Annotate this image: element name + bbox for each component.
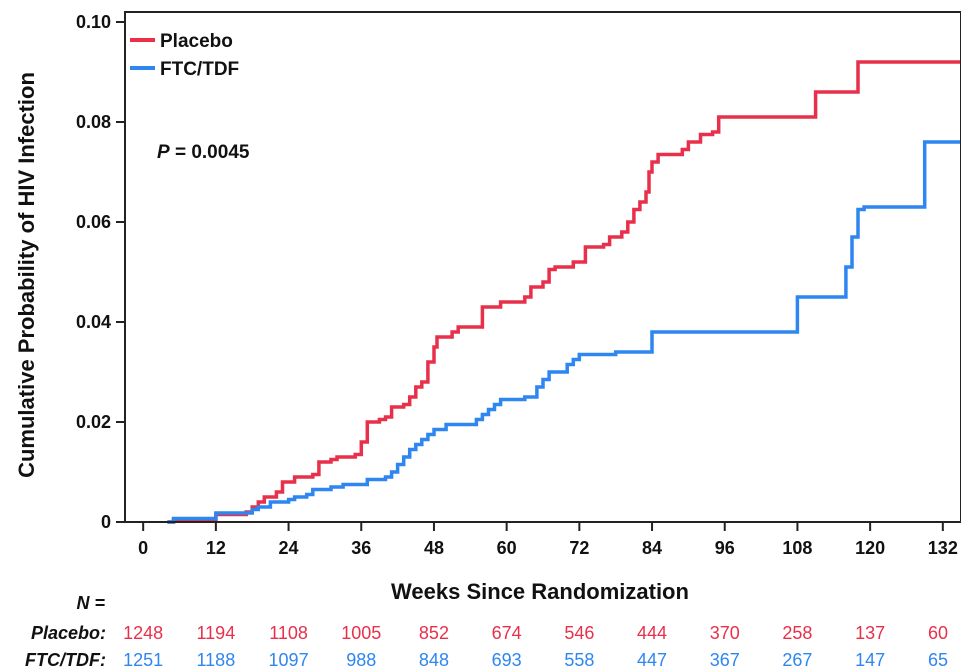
risk-count-placebo-72: 546 (564, 623, 594, 643)
series-line-placebo (167, 60, 961, 524)
risk-count-placebo-24: 1108 (269, 623, 308, 643)
risk-count-placebo-36: 1005 (341, 623, 381, 643)
x-tick-label-60: 60 (497, 538, 517, 558)
risk-count-placebo-84: 444 (637, 623, 667, 643)
y-tick-label-0.08: 0.08 (76, 112, 111, 132)
x-tick-label-96: 96 (715, 538, 735, 558)
risk-count-ftc-tdf-48: 848 (419, 650, 449, 670)
x-tick-label-84: 84 (642, 538, 662, 558)
y-tick-label-0.04: 0.04 (76, 312, 111, 332)
risk-count-placebo-12: 1194 (197, 623, 236, 643)
y-tick-label-0: 0 (101, 512, 111, 532)
y-tick-label-0.06: 0.06 (76, 212, 111, 232)
series-layer (167, 60, 961, 524)
legend-label-placebo: Placebo (160, 31, 233, 52)
risk-table-header: N = (76, 593, 105, 613)
risk-count-placebo-108: 258 (782, 623, 812, 643)
risk-count-ftc-tdf-0: 1251 (123, 650, 163, 670)
series-line-ftc-tdf (167, 140, 961, 524)
p-value-text: = 0.0045 (170, 142, 250, 163)
risk-count-ftc-tdf-72: 558 (564, 650, 594, 670)
y-tick-label-0.02: 0.02 (76, 412, 111, 432)
x-tick-label-36: 36 (351, 538, 371, 558)
risk-count-placebo-60: 674 (492, 623, 522, 643)
x-tick-label-48: 48 (424, 538, 444, 558)
risk-count-ftc-tdf-24: 1097 (269, 650, 309, 670)
p-value-annotation: P = 0.0045 (157, 142, 250, 163)
risk-count-ftc-tdf-108: 267 (782, 650, 812, 670)
risk-count-placebo-120: 137 (855, 623, 885, 643)
risk-count-ftc-tdf-60: 693 (492, 650, 522, 670)
plot-frame (124, 11, 961, 523)
risk-table: N = Placebo: FTC/TDF: 1248 1194 1108 1005 85… (25, 593, 948, 670)
risk-label-ftc-tdf: FTC/TDF: (25, 650, 106, 670)
risk-count-placebo-48: 852 (419, 623, 449, 643)
legend: Placebo FTC/TDF (130, 31, 239, 80)
risk-count-ftc-tdf-96: 367 (710, 650, 740, 670)
x-tick-label-72: 72 (569, 538, 589, 558)
x-tick-label-24: 24 (279, 538, 299, 558)
risk-label-placebo: Placebo: (31, 623, 106, 643)
risk-count-placebo-0: 1248 (123, 623, 163, 643)
x-tick-label-12: 12 (206, 538, 226, 558)
axis-layer: 0 12 24 36 48 60 72 84 96 108 120 132 0 0.02 0.04 0.06 0… (76, 12, 958, 558)
x-tick-label-108: 108 (782, 538, 812, 558)
x-axis-title: Weeks Since Randomization (391, 579, 689, 604)
y-axis-title: Cumulative Probability of HIV Infection (14, 72, 39, 478)
y-tick-label-0.10: 0.10 (76, 12, 111, 32)
risk-count-placebo-132: 60 (928, 623, 948, 643)
x-tick-label-120: 120 (855, 538, 885, 558)
legend-label-ftc-tdf: FTC/TDF (160, 59, 239, 80)
risk-count-ftc-tdf-36: 988 (346, 650, 376, 670)
risk-count-ftc-tdf-84: 447 (637, 650, 667, 670)
risk-count-placebo-96: 370 (710, 623, 740, 643)
x-tick-label-132: 132 (928, 538, 958, 558)
x-tick-label-0: 0 (138, 538, 148, 558)
risk-count-ftc-tdf-120: 147 (855, 650, 885, 670)
risk-count-ftc-tdf-12: 1188 (197, 650, 236, 670)
risk-count-ftc-tdf-132: 65 (928, 650, 948, 670)
p-value-symbol: P (157, 142, 170, 163)
